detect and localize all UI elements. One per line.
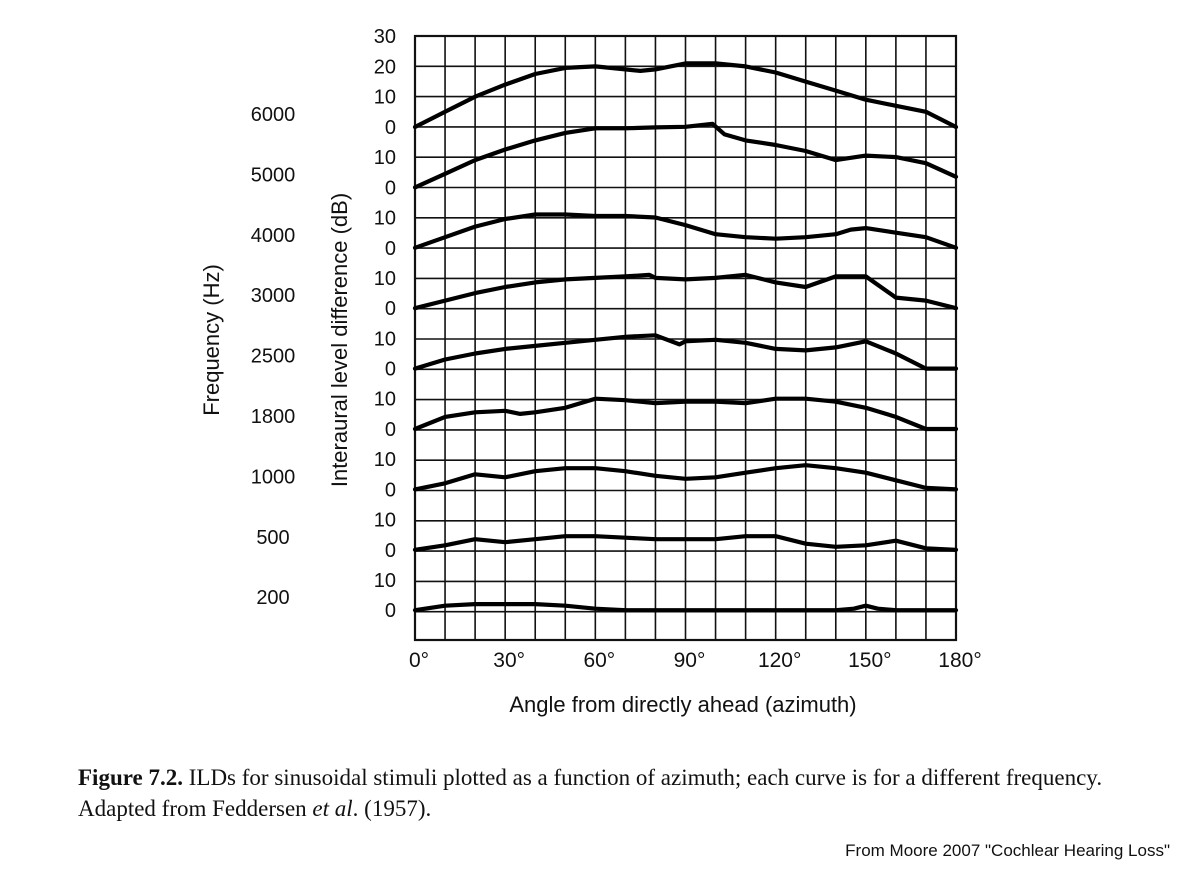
y-tick-label: 10 [374, 87, 396, 109]
ild-curve-5000hz [412, 121, 959, 190]
frequency-label: 500 [256, 527, 289, 549]
y-tick-label: 10 [374, 268, 396, 290]
ild-curve-4000hz [412, 212, 959, 250]
y-tick-label: 10 [374, 510, 396, 532]
frequency-label: 5000 [251, 164, 296, 186]
y-tick-label: 20 [374, 56, 396, 78]
frequency-row-labels: 6000 5000 4000 3000 2500 1800 1000 500 200 [251, 104, 296, 609]
frequency-label: 200 [256, 587, 289, 609]
y-axis-label: Interaural level difference (dB) [327, 193, 352, 487]
frequency-label: 1000 [251, 466, 296, 488]
y-tick-label: 0 [385, 419, 396, 441]
x-tick-label: 30° [493, 649, 525, 672]
chart-lines [412, 61, 959, 613]
frequency-label: 6000 [251, 104, 296, 126]
frequency-label: 1800 [251, 406, 296, 428]
y-tick-label: 10 [374, 147, 396, 169]
y-tick-label: 10 [374, 328, 396, 350]
frequency-label: 2500 [251, 346, 296, 368]
frequency-label: 4000 [251, 225, 296, 247]
frequency-axis-label: Frequency (Hz) [199, 264, 224, 416]
y-tick-label: 0 [385, 540, 396, 562]
y-tick-label: 0 [385, 177, 396, 199]
y-tick-label: 30 [374, 26, 396, 48]
y-tick-label: 10 [374, 389, 396, 411]
ild-curve-500hz [412, 534, 959, 552]
y-tick-label: 0 [385, 600, 396, 622]
x-tick-label: 0° [409, 649, 429, 672]
chart-tick-labels: 0° 30° 60° 90° 120° 150° 180° 30 20 10 0 10 0 10 0 10 0 1… [374, 26, 982, 672]
x-tick-label: 180° [938, 649, 981, 672]
caption-text-end: . (1957). [352, 796, 432, 821]
ild-curve-1000hz [412, 463, 959, 492]
y-tick-label: 0 [385, 359, 396, 381]
ild-curve-3000hz [412, 272, 959, 311]
ild-curve-200hz [412, 601, 959, 613]
ild-curve-6000hz [412, 61, 959, 130]
y-tick-label: 0 [385, 298, 396, 320]
y-tick-label: 0 [385, 117, 396, 139]
ild-chart: 0° 30° 60° 90° 120° 150° 180° 30 20 10 0 10 0 10 0 10 0 1… [199, 26, 982, 717]
caption-italic: et al [312, 796, 353, 821]
figure-caption: Figure 7.2. ILDs for sinusoidal stimuli … [78, 762, 1138, 824]
y-tick-label: 10 [374, 570, 396, 592]
figure-label: Figure 7.2. [78, 765, 183, 790]
ild-curve-2500hz [412, 333, 959, 371]
x-tick-label: 60° [583, 649, 615, 672]
y-tick-label: 10 [374, 208, 396, 230]
ild-curve-1800hz [412, 396, 959, 432]
source-credit: From Moore 2007 "Cochlear Hearing Loss" [845, 841, 1170, 860]
x-axis-label: Angle from directly ahead (azimuth) [509, 692, 856, 717]
y-tick-label: 10 [374, 449, 396, 471]
x-tick-label: 150° [848, 649, 891, 672]
frequency-label: 3000 [251, 285, 296, 307]
caption-text: ILDs for sinusoidal stimuli plotted as a… [78, 765, 1103, 821]
x-tick-label: 120° [758, 649, 801, 672]
x-tick-label: 90° [674, 649, 706, 672]
y-tick-label: 0 [385, 479, 396, 501]
y-tick-label: 0 [385, 238, 396, 260]
